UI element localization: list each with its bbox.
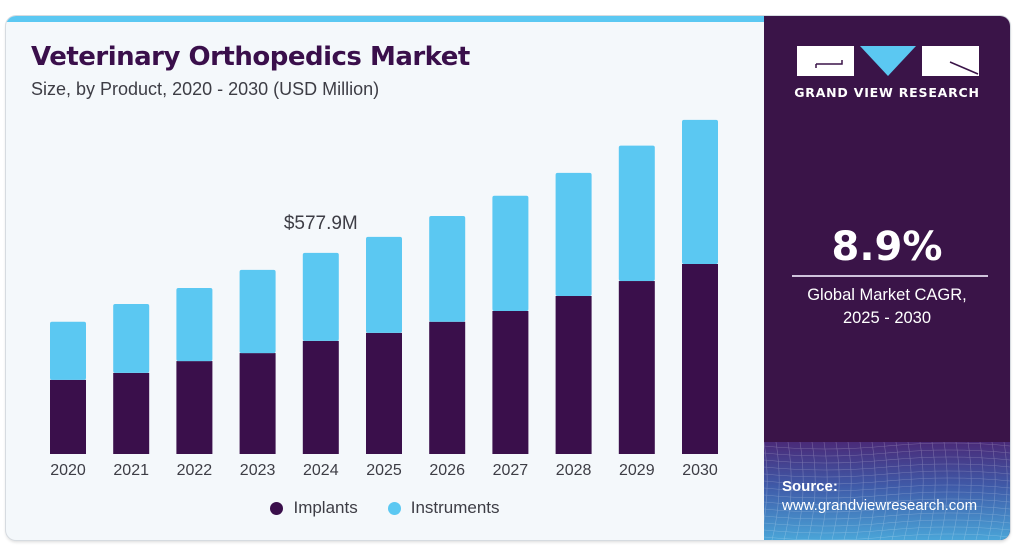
accent-bar	[6, 16, 764, 22]
x-tick-label: 2022	[177, 462, 213, 479]
bar-instruments-2021	[113, 304, 150, 373]
x-tick-label: 2020	[50, 462, 86, 479]
x-tick-label: 2028	[556, 462, 592, 479]
x-tick-label: 2025	[366, 462, 402, 479]
legend: Implants Instruments	[6, 498, 764, 518]
bar-implants-2023	[239, 353, 276, 454]
bar-implants-2028	[555, 296, 592, 454]
bar-implants-2024	[302, 340, 339, 454]
grid-pattern-icon	[764, 442, 1010, 540]
data-label-2024: $577.9M	[284, 213, 358, 234]
bar-implants-2027	[492, 310, 529, 454]
chart-card: Veterinary Orthopedics Market Size, by P…	[6, 16, 1010, 540]
source-url[interactable]: www.grandviewresearch.com	[782, 497, 978, 514]
gvr-logo-icon	[797, 46, 979, 76]
bar-instruments-2026	[429, 215, 466, 322]
cagr-label-line2: 2025 - 2030	[842, 309, 932, 327]
bar-instruments-2024	[302, 252, 339, 341]
legend-dot-implants-icon	[270, 501, 284, 515]
brand-name: GRAND VIEW RESEARCH	[794, 85, 980, 100]
bar-implants-2030	[682, 263, 718, 454]
chart-subtitle: Size, by Product, 2020 - 2030 (USD Milli…	[31, 79, 380, 99]
bar-instruments-2023	[239, 269, 276, 354]
bar-instruments-2028	[555, 172, 592, 297]
source-block: Source: www.grandviewresearch.com	[764, 442, 1010, 540]
bar-instruments-2025	[366, 236, 402, 333]
legend-label-implants: Implants	[293, 498, 358, 517]
x-tick-label: 2021	[113, 462, 149, 479]
chart-title: Veterinary Orthopedics Market	[31, 42, 470, 72]
x-tick-label: 2030	[682, 462, 718, 479]
x-tick-label: 2024	[303, 462, 339, 479]
cagr-value: 8.9%	[831, 224, 943, 270]
x-tick-label: 2029	[619, 462, 655, 479]
cagr-label: Global Market CAGR, 2025 - 2030	[764, 284, 1010, 330]
bar-implants-2022	[176, 361, 213, 454]
side-panel: GRAND VIEW RESEARCH 8.9% Global Market C…	[764, 16, 1010, 540]
legend-item-implants: Implants	[270, 498, 358, 518]
divider	[792, 275, 988, 277]
legend-label-instruments: Instruments	[410, 498, 500, 517]
x-tick-label: 2023	[240, 462, 276, 479]
bar-instruments-2030	[682, 119, 718, 264]
bar-instruments-2020	[50, 321, 86, 380]
legend-item-instruments: Instruments	[387, 498, 500, 518]
bar-chart: 2020 2021 2022 2023 2024 2025 2026 2027 2028 2029…	[50, 119, 718, 479]
bar-implants-2021	[113, 372, 150, 454]
x-tick-label: 2026	[429, 462, 465, 479]
bar-instruments-2027	[492, 195, 529, 311]
legend-dot-instruments-icon	[387, 501, 401, 515]
x-tick-label: 2027	[493, 462, 529, 479]
source-label: Source:	[782, 478, 838, 495]
bar-implants-2026	[429, 321, 466, 454]
bar-implants-2029	[618, 281, 655, 454]
bar-instruments-2029	[618, 145, 655, 282]
bar-instruments-2022	[176, 288, 213, 362]
cagr-label-line1: Global Market CAGR,	[807, 286, 967, 304]
bar-implants-2020	[50, 379, 86, 454]
bar-implants-2025	[366, 332, 402, 454]
